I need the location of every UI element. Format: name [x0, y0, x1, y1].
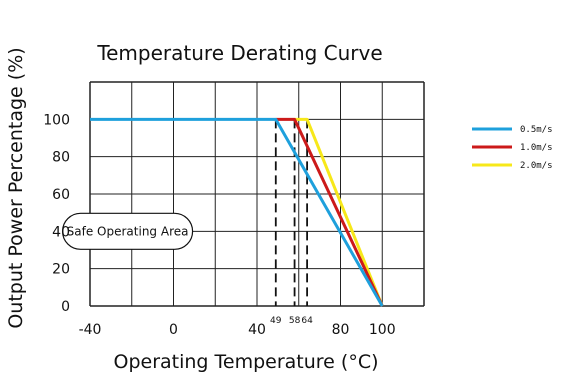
x-tick-label: 80	[332, 322, 350, 338]
legend-label-1.0m/s: 1.0m/s	[520, 143, 553, 153]
series-lines	[90, 117, 384, 307]
chart-title: Temperature Derating Curve	[96, 41, 382, 65]
y-tick-label: 60	[52, 187, 70, 203]
safe-area-box	[61, 212, 194, 250]
legend-label-2.0m/s: 2.0m/s	[520, 161, 553, 171]
x-tick-label: 0	[169, 322, 178, 338]
series-line-0.5m/s	[90, 117, 384, 307]
minor-x-tick-label: 58	[289, 316, 301, 326]
x-tick-label: 40	[248, 322, 266, 338]
safe-area-label: Safe Operating Area	[67, 224, 189, 238]
y-axis-label: Output Power Percentage (%)	[5, 47, 27, 328]
x-tick-label: 100	[369, 322, 396, 338]
y-tick-label: 80	[52, 150, 70, 166]
y-tick-label: 20	[52, 262, 70, 278]
x-axis-label: Operating Temperature (°C)	[113, 351, 378, 373]
y-tick-label: 40	[52, 224, 70, 240]
legend-label-0.5m/s: 0.5m/s	[520, 125, 553, 135]
y-tick-label: 100	[43, 112, 70, 128]
x-tick-label: -40	[79, 322, 102, 338]
series-line-2.0m/s	[294, 117, 384, 307]
y-tick-label: 0	[61, 299, 70, 315]
series-line-1.0m/s	[275, 117, 384, 307]
plot-grid	[89, 81, 425, 307]
minor-x-tick-label: 49	[270, 316, 282, 326]
legend: 0.5m/s 1.0m/s 2.0m/s	[472, 125, 553, 171]
minor-x-tick-label: 64	[301, 316, 313, 326]
annotations: Safe Operating Area	[61, 212, 194, 250]
tick-labels: -40 0 40 80 100 0 20 40 60 80 100 49 58 64	[43, 112, 395, 338]
